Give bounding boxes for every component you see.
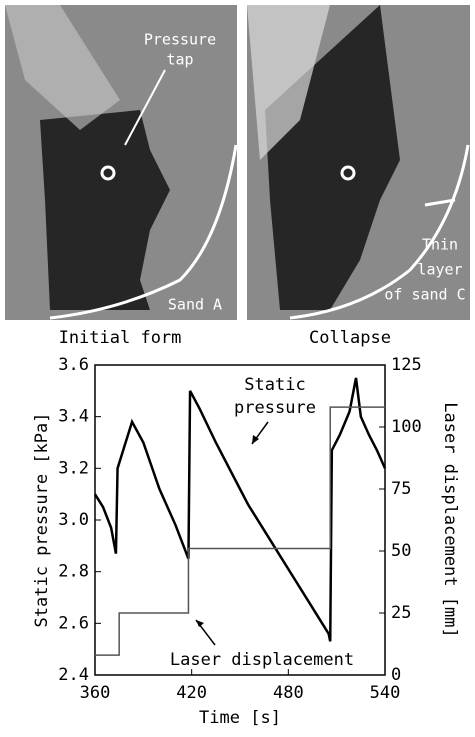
photo-curve (49, 144, 238, 320)
y2-tick-label: 0 (391, 665, 401, 685)
y-tick-label: 2.4 (58, 665, 89, 685)
photo-label: of sand C (384, 286, 465, 304)
photo-caption: Collapse (309, 328, 391, 348)
y2-tick-label: 125 (391, 355, 422, 375)
photo-label: Pressure (144, 31, 216, 49)
photo-marker (340, 165, 356, 181)
photo-initial: Pressure tap Sand A (5, 5, 238, 320)
x-tick-label: 360 (80, 683, 111, 703)
y-tick-label: 2.8 (58, 562, 89, 582)
y2-tick-label: 25 (391, 603, 411, 623)
photo-light (5, 5, 120, 130)
photo-arrow (124, 69, 166, 146)
y2-tick-label: 100 (391, 417, 422, 437)
photo-caption: Initial form (59, 328, 182, 348)
annotation-arrowhead (196, 620, 204, 627)
x-tick-label: 540 (370, 683, 401, 703)
photo-collapse: Thin layer of sand C (247, 5, 470, 320)
annotation: pressure (234, 398, 316, 418)
photo-label: tap (166, 51, 193, 69)
y2-axis-label: Laser displacement [mm] (440, 402, 460, 637)
photo-marker (100, 165, 116, 181)
y-tick-label: 3.6 (58, 355, 89, 375)
series-line (95, 406, 385, 656)
photo-dark (40, 110, 170, 310)
y-tick-label: 3.0 (58, 510, 89, 530)
y2-tick-label: 50 (391, 541, 411, 561)
annotation-arrowhead (252, 435, 259, 444)
photo-light (247, 5, 330, 160)
photo-label: Thin (422, 236, 458, 254)
y2-tick-label: 75 (391, 479, 411, 499)
x-axis-label: Time [s] (199, 708, 281, 728)
annotation: Static (244, 375, 305, 395)
series-line (93, 377, 387, 642)
y-tick-label: 2.6 (58, 613, 89, 633)
annotation: Laser displacement (170, 650, 354, 670)
y-tick-label: 3.2 (58, 458, 89, 478)
y-tick-label: 3.4 (58, 407, 89, 427)
photo-label: Sand A (168, 296, 222, 314)
x-tick-label: 420 (176, 683, 207, 703)
photo-label: layer (417, 261, 462, 279)
x-tick-label: 480 (273, 683, 304, 703)
photo-arrow (424, 198, 456, 207)
photo-curve (289, 144, 470, 320)
y-axis-label: Static pressure [kPa] (32, 413, 52, 628)
